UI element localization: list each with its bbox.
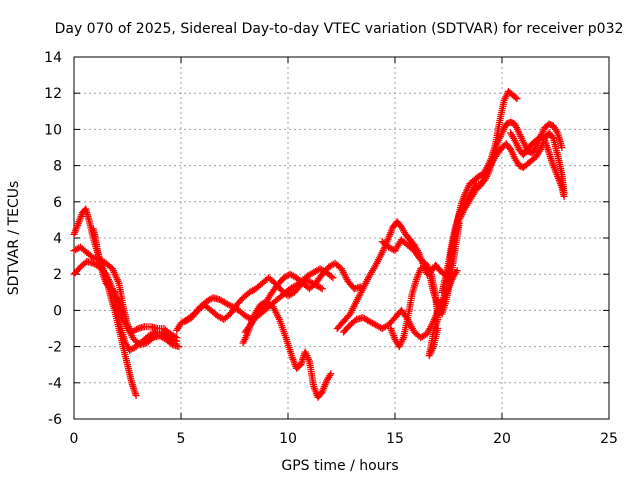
y-tick-label: 8	[53, 159, 62, 175]
x-tick-label: 0	[70, 431, 79, 447]
series-satellite-track-H	[239, 297, 335, 401]
axis-tick-labels: 0 5 10 15 20 25 -6 -4 -2 0 2 4 6 8 10 12 14	[44, 50, 618, 447]
axis-ticks	[73, 56, 610, 420]
y-tick-label: 4	[53, 231, 62, 247]
x-tick-label: 10	[279, 431, 297, 447]
data-points	[70, 87, 568, 401]
y-tick-label: -2	[48, 340, 62, 356]
series-markers	[447, 129, 568, 260]
series-markers	[89, 225, 183, 351]
y-tick-label: 12	[44, 86, 62, 102]
x-tick-label: 25	[600, 431, 618, 447]
series-satellite-track-P	[507, 129, 568, 200]
y-tick-label: 2	[53, 267, 62, 283]
y-tick-label: -4	[48, 376, 62, 392]
y-tick-label: 0	[53, 303, 62, 319]
series-satellite-track-D	[89, 225, 183, 351]
series-satellite-track-O	[447, 129, 568, 260]
y-axis-label: SDTVAR / TECUs	[6, 181, 22, 296]
y-tick-label: -6	[48, 412, 62, 428]
chart-title: Day 070 of 2025, Sidereal Day-to-day VTE…	[55, 21, 624, 37]
x-tick-label: 5	[177, 431, 186, 447]
y-tick-label: 10	[44, 122, 62, 138]
x-tick-label: 15	[386, 431, 404, 447]
x-tick-label: 20	[493, 431, 511, 447]
y-tick-label: 6	[53, 195, 62, 211]
series-markers	[507, 129, 568, 200]
series-markers	[239, 297, 335, 401]
x-axis-label: GPS time / hours	[281, 458, 398, 474]
y-tick-label: 14	[44, 50, 62, 66]
